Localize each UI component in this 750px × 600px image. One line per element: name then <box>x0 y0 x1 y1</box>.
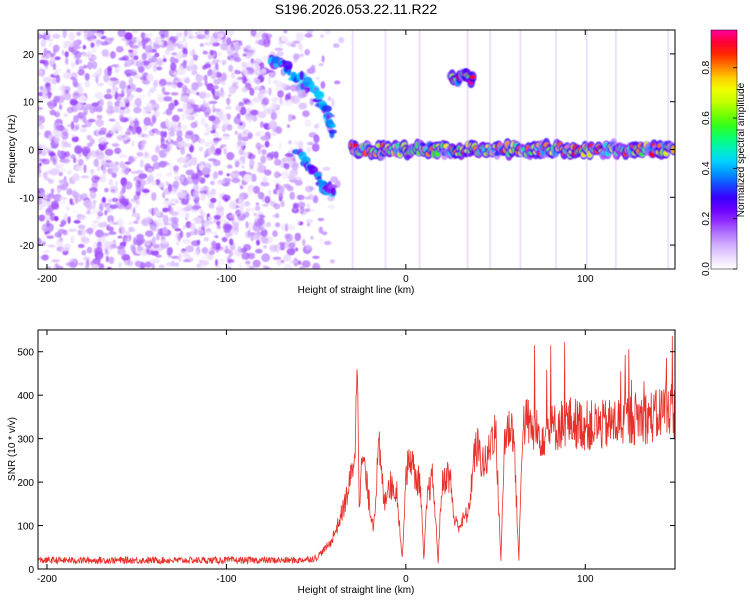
spectrogram-xtick-label: 100 <box>577 274 594 285</box>
spectrogram-ytick-label: 0 <box>28 146 34 157</box>
snr-xtick-label: 100 <box>577 574 594 585</box>
colorbar-tick-label: 0.4 <box>701 161 712 175</box>
snr-ylabel: SNR (10 * v/v) <box>7 417 18 481</box>
snr-content <box>38 335 675 566</box>
spectrogram-feature-track <box>267 54 337 139</box>
spectrogram-content <box>38 30 675 269</box>
snr-series-line <box>38 335 675 566</box>
snr-ytick-label: 300 <box>17 435 34 446</box>
snr-ytick-label: 100 <box>17 522 34 533</box>
spectrogram-xtick-label: -200 <box>37 274 57 285</box>
spectrogram-feature-track <box>291 148 338 198</box>
spectrogram-xtick-label: -100 <box>216 274 236 285</box>
spectrogram-xlabel: Height of straight line (km) <box>298 285 415 296</box>
snr-xtick-label: 0 <box>403 574 409 585</box>
spectrogram-ytick-label: 20 <box>23 50 35 61</box>
figure-title: S196.2026.053.22.11.R22 <box>275 1 438 17</box>
spectrogram-xtick-label: 0 <box>403 274 409 285</box>
snr-ytick-label: 400 <box>17 391 34 402</box>
colorbar-frame <box>710 29 738 270</box>
snr-ytick-label: 0 <box>28 565 34 576</box>
colorbar-tick-label: 0.6 <box>701 111 712 125</box>
colorbar-tick-label: 0.0 <box>701 262 712 276</box>
colorbar-axes: 0.0 0.2 0.4 0.6 0.8 <box>701 60 737 276</box>
snr-xtick-label: -200 <box>37 574 57 585</box>
spectrogram-blobs <box>38 30 675 269</box>
colorbar-gradient <box>711 30 737 269</box>
colorbar-tick-label: 0.8 <box>701 60 712 74</box>
snr-xlabel: Height of straight line (km) <box>298 585 415 596</box>
colorbar-tick-label: 0.2 <box>701 211 712 225</box>
snr-ytick-label: 500 <box>17 348 34 359</box>
spectrogram-ytick-label: -20 <box>20 241 35 252</box>
spectrogram-ylabel: Frequency (Hz) <box>7 115 18 184</box>
spectrogram-ytick-label: 10 <box>23 98 35 109</box>
snr-xtick-label: -100 <box>216 574 236 585</box>
snr-panel: -200 -100 0 100 0 100 200 300 400 500 Height of s… <box>7 329 676 596</box>
spectrogram-ytick-label: -10 <box>20 193 35 204</box>
spectrogram-feature-band <box>348 30 675 269</box>
snr-ytick-label: 200 <box>17 478 34 489</box>
colorbar: 0.0 0.2 0.4 0.6 0.8 Normalized spectral ampl… <box>701 29 747 276</box>
spectrogram-feature-noise <box>38 30 345 269</box>
snr-frame <box>37 329 676 570</box>
snr-axes: -200 -100 0 100 0 100 200 300 400 500 <box>17 330 675 585</box>
spectrogram-feature-band <box>446 68 477 89</box>
colorbar-label: Normalized spectral amplitude <box>736 82 747 217</box>
